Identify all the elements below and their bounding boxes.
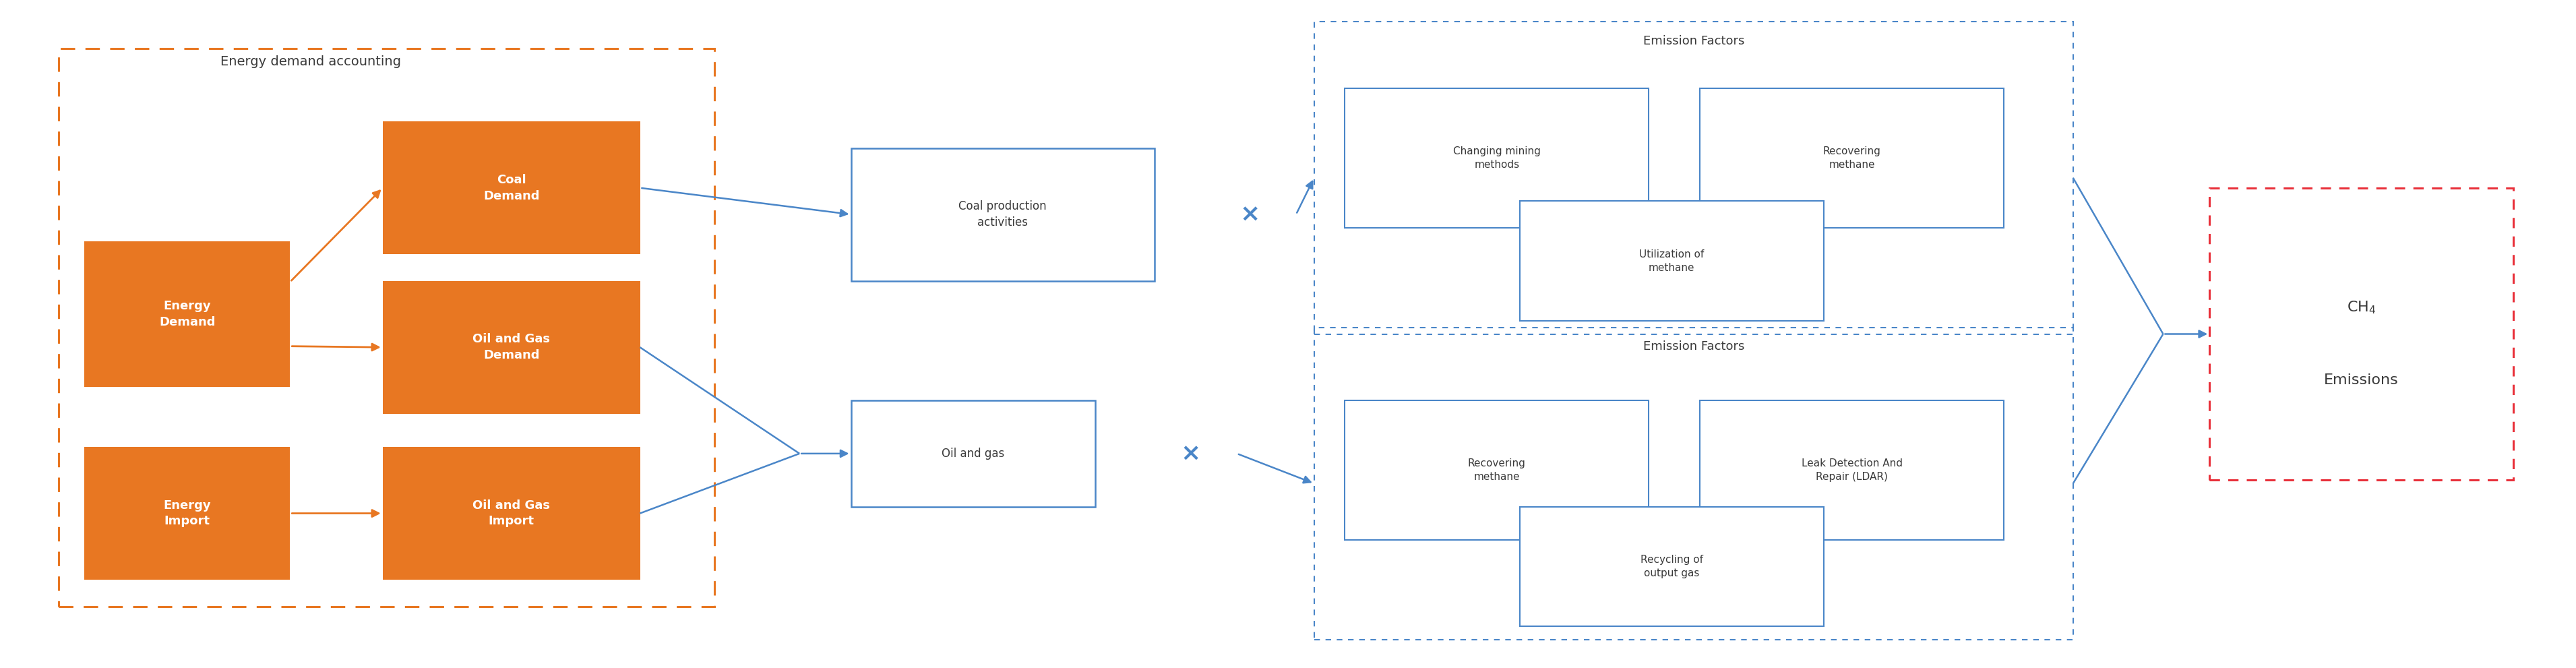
Text: Coal
Demand: Coal Demand — [484, 174, 538, 202]
Text: Leak Detection And
Repair (LDAR): Leak Detection And Repair (LDAR) — [1801, 458, 1901, 482]
FancyBboxPatch shape — [1700, 88, 2004, 228]
Text: CH$_4$: CH$_4$ — [2347, 299, 2375, 315]
Text: Recovering
methane: Recovering methane — [1821, 146, 1880, 170]
Text: Utilization of
methane: Utilization of methane — [1638, 249, 1703, 273]
FancyBboxPatch shape — [1700, 400, 2004, 540]
Text: ×: × — [1180, 442, 1200, 465]
FancyBboxPatch shape — [384, 281, 639, 413]
Text: ×: × — [1239, 203, 1260, 226]
Text: Oil and gas: Oil and gas — [940, 448, 1005, 460]
Text: Energy
Demand: Energy Demand — [160, 300, 216, 328]
FancyBboxPatch shape — [1345, 88, 1649, 228]
Text: Energy
Import: Energy Import — [162, 499, 211, 527]
Text: Changing mining
methods: Changing mining methods — [1453, 146, 1540, 170]
Text: Emissions: Emissions — [2324, 374, 2398, 387]
Text: Recycling of
output gas: Recycling of output gas — [1641, 554, 1703, 578]
FancyBboxPatch shape — [384, 122, 639, 255]
Text: Emission Factors: Emission Factors — [1643, 35, 1744, 47]
FancyBboxPatch shape — [850, 400, 1095, 507]
FancyBboxPatch shape — [85, 241, 291, 387]
FancyBboxPatch shape — [1520, 507, 1824, 627]
FancyBboxPatch shape — [1520, 201, 1824, 321]
Text: Oil and Gas
Demand: Oil and Gas Demand — [471, 333, 549, 361]
Text: Recovering
methane: Recovering methane — [1468, 458, 1525, 482]
FancyBboxPatch shape — [850, 148, 1154, 281]
FancyBboxPatch shape — [1345, 400, 1649, 540]
Text: Emission Factors: Emission Factors — [1643, 341, 1744, 353]
Text: Energy demand accounting: Energy demand accounting — [222, 55, 402, 68]
FancyBboxPatch shape — [85, 447, 291, 580]
FancyBboxPatch shape — [384, 447, 639, 580]
Text: Coal production
activities: Coal production activities — [958, 200, 1046, 228]
Text: Oil and Gas
Import: Oil and Gas Import — [471, 499, 549, 527]
